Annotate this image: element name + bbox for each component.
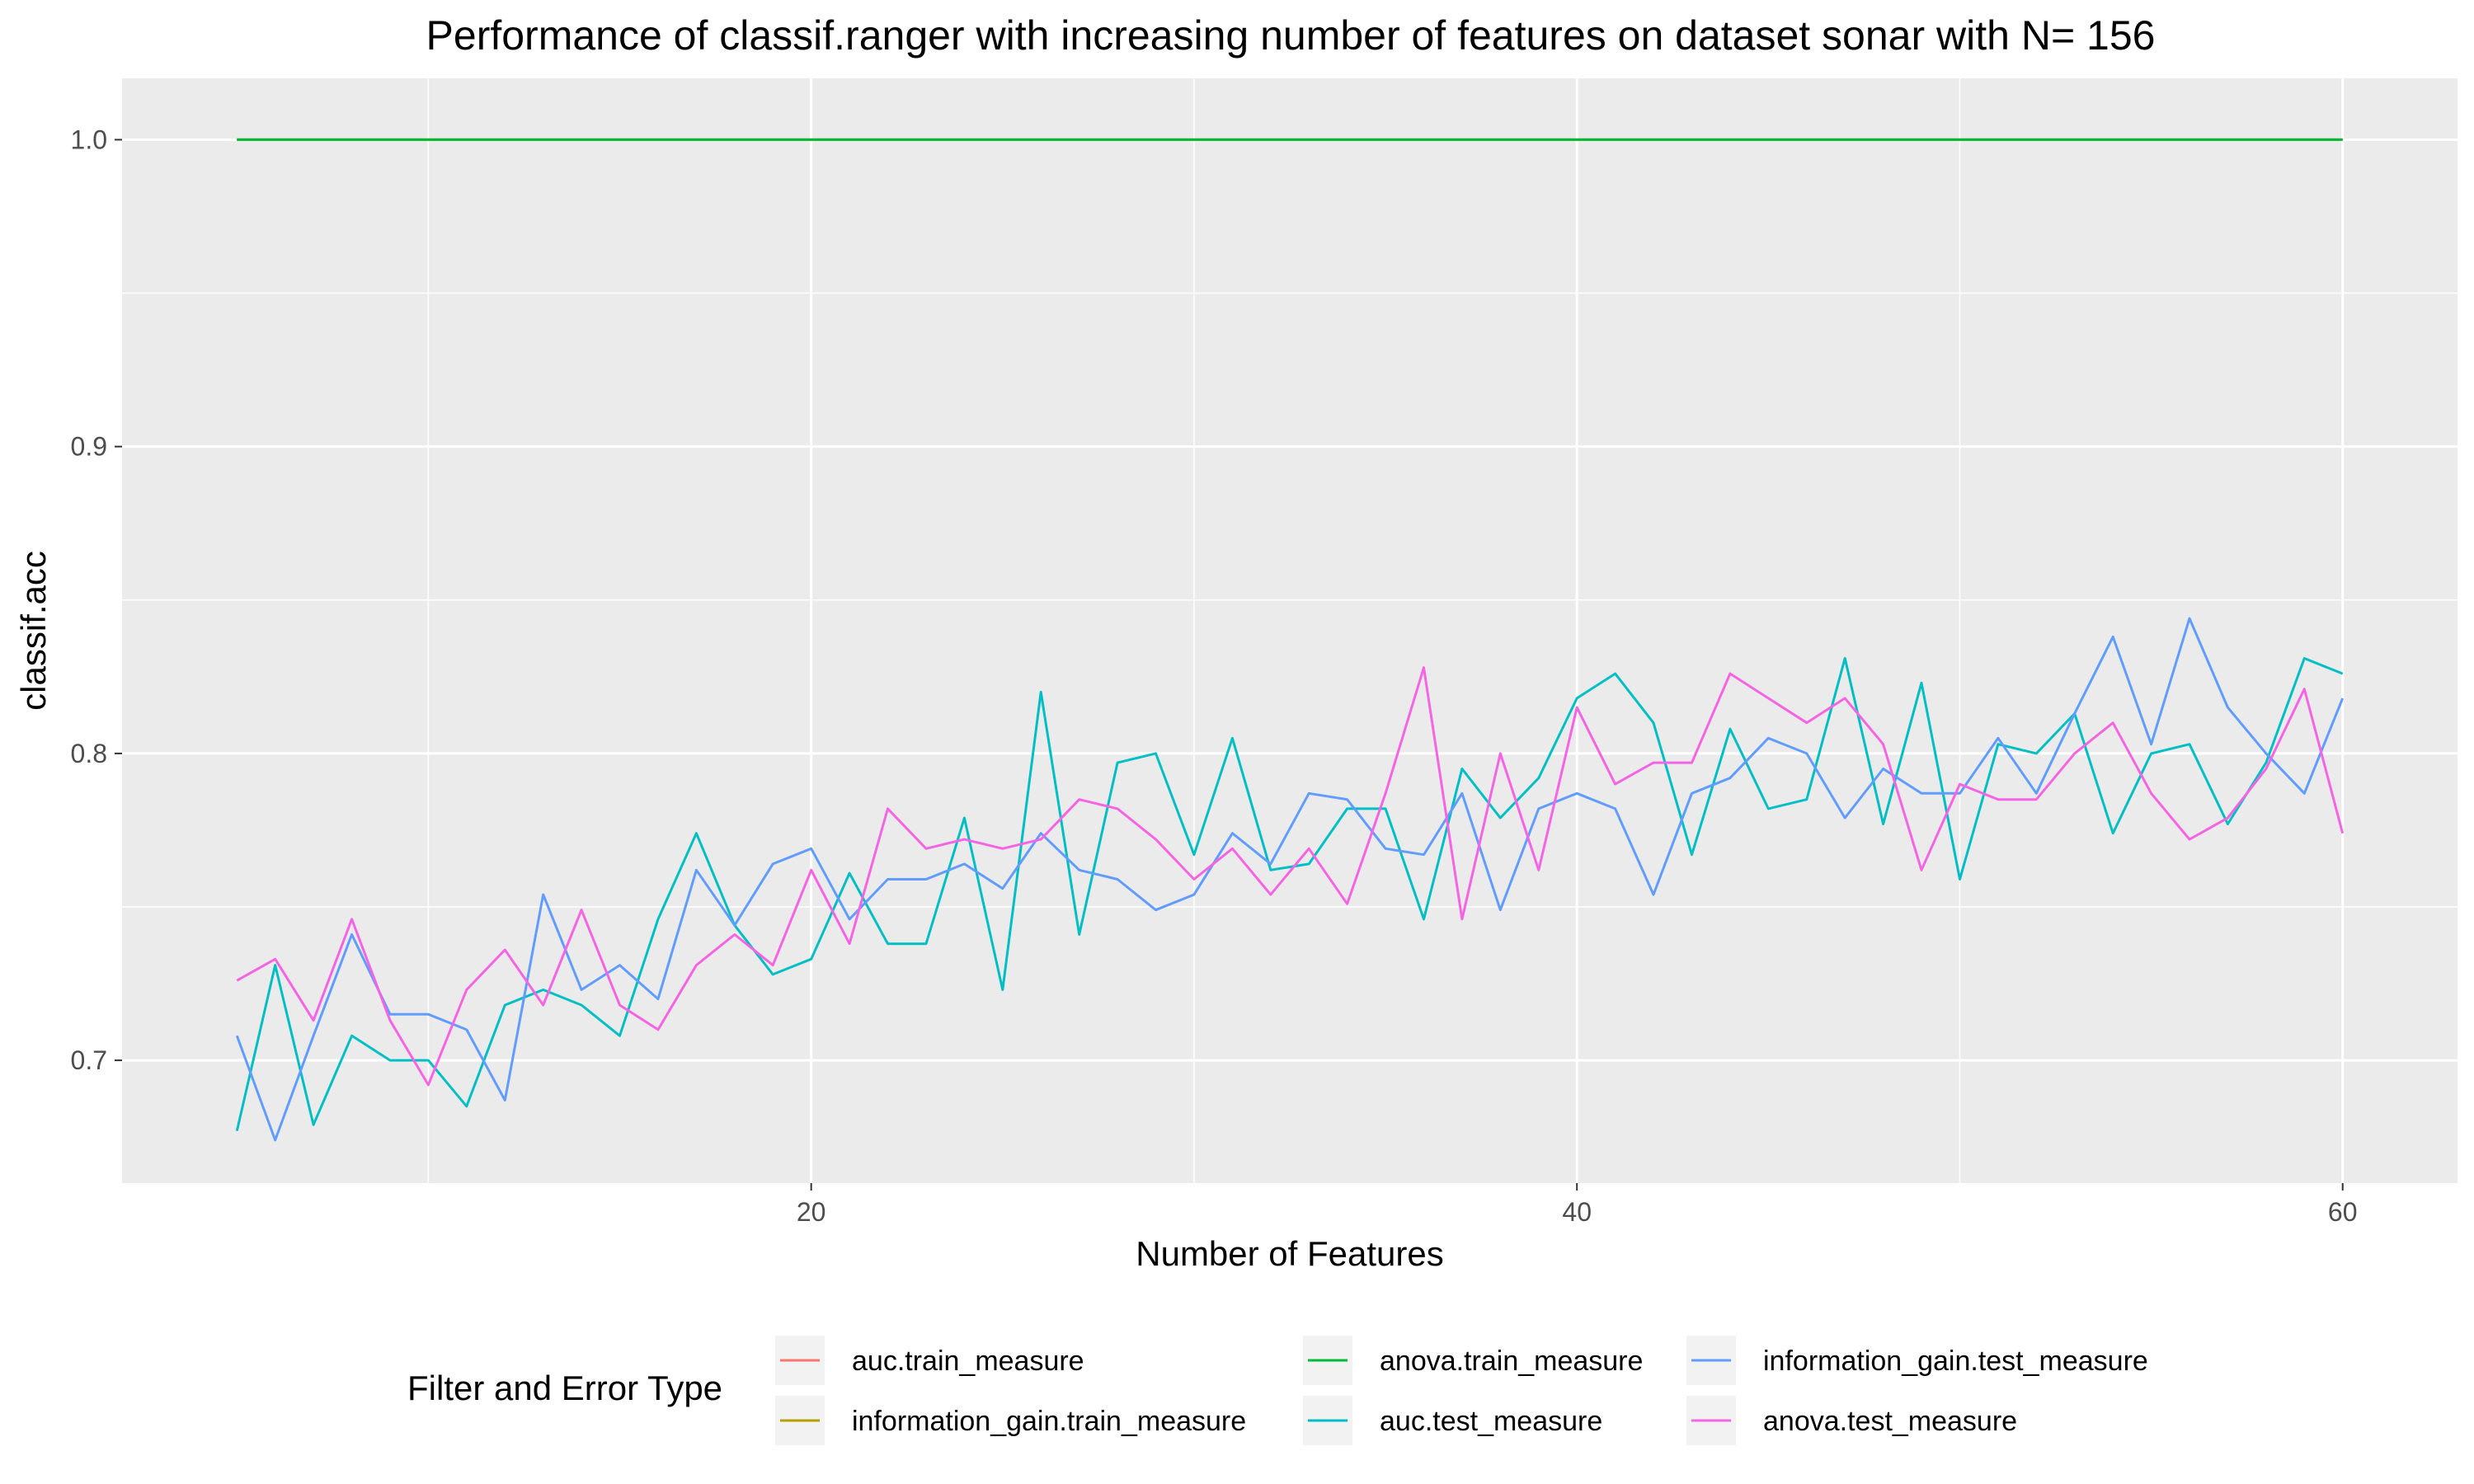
y-tick-label: 0.8 [71,739,107,768]
y-tick-label: 1.0 [71,124,107,154]
legend: Filter and Error Type auc.train_measurei… [407,1336,2148,1445]
legend-label: information_gain.test_measure [1763,1345,2148,1377]
y-tick-label: 0.9 [71,432,107,462]
series-line-anova-test-measure [236,666,2345,1087]
plot-panel [122,78,2458,1183]
axes: 20 40 60 0.7 0.8 0.9 1.0 [71,124,2358,1227]
legend-label: anova.train_measure [1380,1345,1643,1377]
legend-title: Filter and Error Type [407,1369,722,1407]
x-tick-label: 60 [2328,1197,2358,1227]
x-axis-title: Number of Features [1136,1234,1444,1273]
series-lines [235,138,2345,1142]
x-tick-label: 40 [1562,1197,1592,1227]
legend-label: auc.train_measure [852,1345,1084,1377]
legend-label: anova.test_measure [1763,1406,2017,1437]
y-tick-label: 0.7 [71,1045,107,1075]
x-tick-label: 20 [797,1197,826,1227]
series-line-information-gain-test-measure [235,617,2345,1142]
legend-items: auc.train_measure information_gain.train_… [775,1336,2148,1445]
chart-title: Performance of classif.ranger with incre… [426,12,2156,59]
y-axis-title: classif.acc [14,551,53,711]
legend-label: auc.test_measure [1380,1406,1602,1437]
series-line-auc-test-measure [235,657,2344,1132]
legend-label: information_gain.train_measure [852,1406,1246,1437]
